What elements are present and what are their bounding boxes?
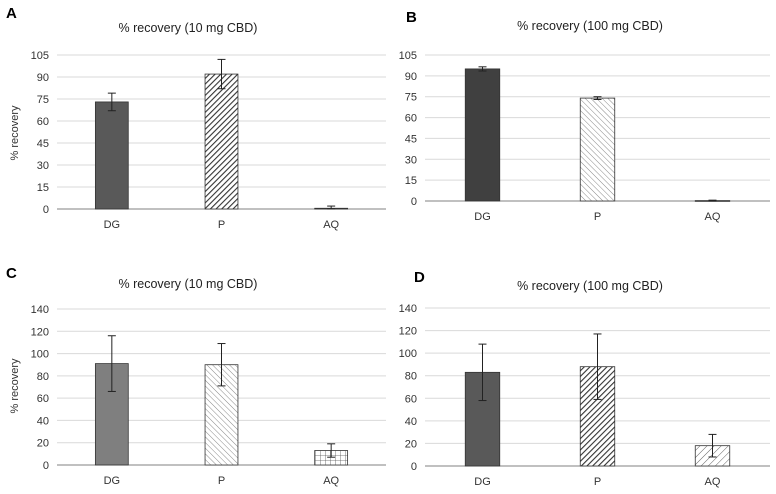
y-tick-label: 140 [399,303,417,315]
chart-title: % recovery (10 mg CBD) [119,21,258,35]
y-tick-label: 140 [31,304,49,316]
x-tick-label: P [218,475,225,487]
y-tick-label: 80 [37,371,49,383]
y-tick-label: 100 [31,349,49,361]
panel-label-d: D [414,269,425,286]
y-tick-label: 60 [37,393,49,405]
panel-c: C % recovery (10 mg CBD) % recovery 0 20 4… [6,265,386,487]
y-tick-label: 45 [37,138,49,150]
panel-b: B % recovery (100 mg CBD) 0 15 30 45 60 75 90 1… [399,9,770,223]
y-tick-label: 120 [31,326,49,338]
y-tick-label: 60 [405,393,417,405]
bar [464,68,501,202]
y-tick-label: 120 [399,326,417,338]
x-tick-label: P [594,211,601,223]
chart-title: % recovery (100 mg CBD) [517,279,663,293]
y-tick-label: 30 [405,154,417,166]
panel-label-b: B [406,9,417,26]
y-tick-label: 45 [405,133,417,145]
y-tick-label: 40 [405,416,417,428]
bar [94,101,129,210]
y-tick-label: 80 [405,371,417,383]
y-tick-label: 0 [411,461,417,473]
panel-label-a: A [6,5,17,22]
panel-a: A % recovery (10 mg CBD) % recovery 0 15 3… [6,5,386,231]
y-tick-label: 30 [37,160,49,172]
x-tick-label: AQ [705,476,721,488]
y-tick-label: 75 [405,92,417,104]
y-tick-label: 90 [37,72,49,84]
y-tick-label: 20 [37,438,49,450]
x-tick-label: DG [474,476,491,488]
y-tick-label: 0 [411,196,417,208]
y-tick-label: 105 [31,50,49,62]
y-tick-label: 60 [37,116,49,128]
x-tick-label: AQ [323,219,339,231]
bar [579,97,616,202]
y-tick-label: 15 [37,182,49,194]
y-tick-label: 100 [399,348,417,360]
y-tick-label: 0 [43,460,49,472]
y-axis-label: % recovery [9,358,21,414]
y-tick-label: 60 [405,113,417,125]
panel-label-c: C [6,265,17,282]
chart-title: % recovery (100 mg CBD) [517,19,663,33]
y-tick-label: 20 [405,438,417,450]
y-tick-label: 90 [405,71,417,83]
x-tick-label: AQ [323,475,339,487]
y-tick-label: 40 [37,415,49,427]
y-tick-label: 0 [43,204,49,216]
x-tick-label: AQ [705,211,721,223]
y-tick-label: 75 [37,94,49,106]
x-tick-label: DG [104,475,121,487]
y-tick-label: 15 [405,175,417,187]
x-tick-label: DG [474,211,491,223]
x-tick-label: DG [104,219,121,231]
y-axis-label: % recovery [9,105,21,161]
x-tick-label: P [594,476,601,488]
bar [204,73,239,210]
x-tick-label: P [218,219,225,231]
y-tick-label: 105 [399,50,417,62]
panel-d: D % recovery (100 mg CBD) 0 20 40 60 80 100 12… [399,269,770,488]
chart-title: % recovery (10 mg CBD) [119,277,258,291]
